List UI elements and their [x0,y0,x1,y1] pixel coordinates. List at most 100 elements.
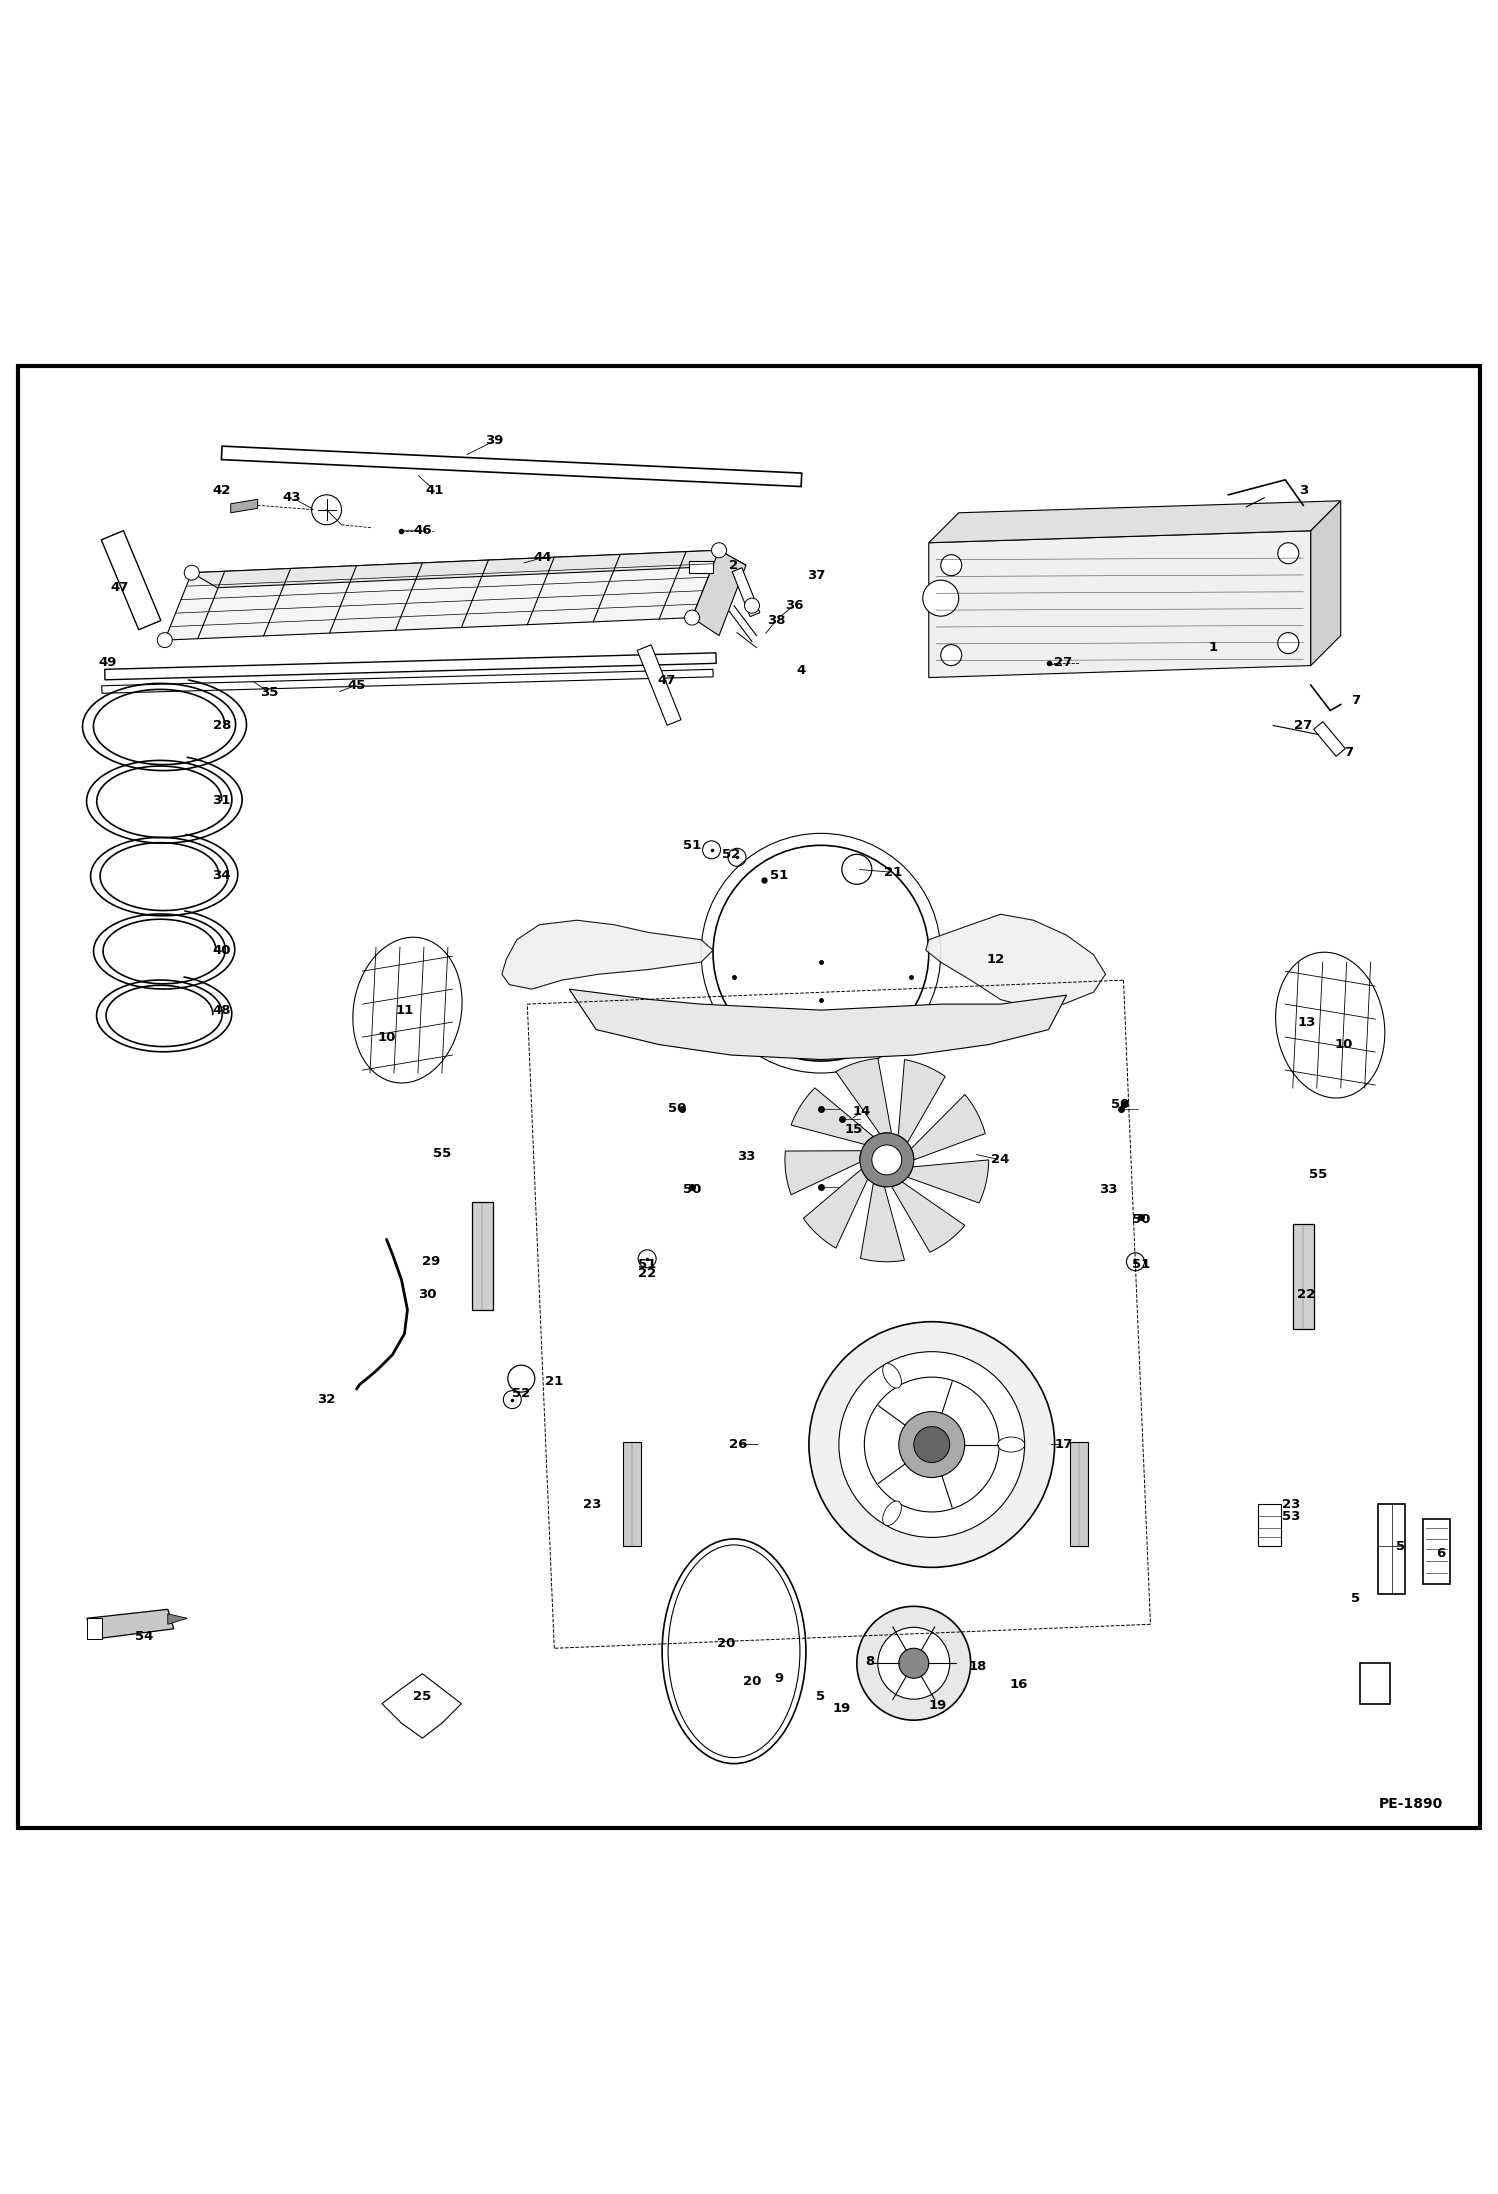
Polygon shape [87,1610,174,1639]
Text: 8: 8 [866,1654,875,1667]
Text: 6: 6 [1437,1547,1446,1560]
Text: 14: 14 [852,1106,870,1119]
Text: 17: 17 [1055,1437,1073,1450]
Circle shape [712,542,727,557]
Ellipse shape [354,937,461,1084]
Text: 27: 27 [1055,656,1073,669]
Text: 5: 5 [816,1689,825,1703]
Text: 32: 32 [318,1393,336,1406]
Polygon shape [733,568,759,617]
Text: 52: 52 [722,847,740,860]
Text: 5: 5 [1396,1540,1405,1553]
Text: PE-1890: PE-1890 [1380,1797,1443,1810]
Polygon shape [623,1441,641,1547]
Polygon shape [502,919,713,989]
Text: 10: 10 [1335,1038,1353,1051]
Text: 50: 50 [668,1101,686,1115]
Text: 3: 3 [1299,485,1308,496]
Circle shape [899,1411,965,1477]
Text: 51: 51 [1132,1259,1150,1270]
Text: 44: 44 [533,551,551,564]
Text: 28: 28 [213,720,231,733]
Text: 25: 25 [413,1689,431,1703]
Ellipse shape [882,1501,902,1525]
Text: 50: 50 [683,1183,701,1196]
Polygon shape [689,562,713,573]
Circle shape [878,1628,950,1698]
Polygon shape [926,915,1106,1007]
Text: 24: 24 [992,1154,1010,1167]
Ellipse shape [1276,952,1384,1097]
Text: 11: 11 [395,1003,413,1016]
Ellipse shape [882,1362,902,1389]
Text: 5: 5 [1351,1593,1360,1606]
Text: 47: 47 [111,581,129,595]
Polygon shape [1258,1505,1281,1547]
Text: 38: 38 [767,614,785,627]
Text: 48: 48 [213,1003,231,1016]
Polygon shape [899,1060,945,1143]
Text: 54: 54 [135,1630,153,1643]
Text: 33: 33 [737,1150,755,1163]
Text: 37: 37 [807,568,825,581]
Circle shape [745,599,759,612]
Circle shape [839,1352,1025,1538]
Circle shape [157,632,172,647]
Text: 47: 47 [658,674,676,687]
Text: 26: 26 [730,1437,748,1450]
Text: 51: 51 [683,838,701,851]
Circle shape [312,496,342,524]
Text: 20: 20 [743,1674,761,1687]
Polygon shape [891,1183,965,1253]
Circle shape [860,1132,914,1187]
Polygon shape [569,989,1067,1060]
Circle shape [941,645,962,665]
Text: 35: 35 [261,687,279,700]
Text: 29: 29 [422,1255,440,1268]
Text: 1: 1 [1209,641,1218,654]
Text: 36: 36 [785,599,803,612]
Text: 23: 23 [1282,1499,1300,1512]
Text: 42: 42 [213,485,231,496]
Text: 22: 22 [638,1268,656,1281]
Polygon shape [860,1183,905,1262]
Polygon shape [692,551,746,636]
Text: 20: 20 [718,1637,736,1650]
Text: 53: 53 [1282,1509,1300,1523]
Polygon shape [803,1169,867,1248]
Text: 45: 45 [348,678,366,691]
Text: 7: 7 [1344,746,1353,759]
Polygon shape [785,1150,861,1196]
Text: 43: 43 [283,491,301,505]
Text: 49: 49 [99,656,117,669]
Text: 22: 22 [1297,1288,1315,1301]
Circle shape [1278,632,1299,654]
Polygon shape [1311,500,1341,665]
Polygon shape [222,445,801,487]
Text: 16: 16 [1010,1678,1028,1692]
Polygon shape [1423,1520,1450,1584]
Polygon shape [836,1058,891,1134]
Text: 13: 13 [1297,1016,1315,1029]
Text: 40: 40 [213,943,231,957]
Circle shape [857,1606,971,1720]
Polygon shape [929,531,1311,678]
Polygon shape [165,551,719,641]
Circle shape [941,555,962,575]
Text: 34: 34 [213,869,231,882]
Circle shape [1278,542,1299,564]
Text: 50: 50 [1132,1213,1150,1226]
Text: 41: 41 [425,485,443,496]
Text: 9: 9 [774,1672,783,1685]
Text: 55: 55 [1309,1169,1327,1180]
Polygon shape [102,531,160,630]
Text: 46: 46 [413,524,431,538]
Polygon shape [1314,722,1345,757]
Polygon shape [637,645,682,726]
Polygon shape [382,1674,461,1738]
Circle shape [872,1145,902,1176]
Text: 27: 27 [1294,720,1312,733]
Text: 39: 39 [485,434,503,448]
Text: 2: 2 [730,559,739,573]
Text: 51: 51 [638,1259,656,1270]
